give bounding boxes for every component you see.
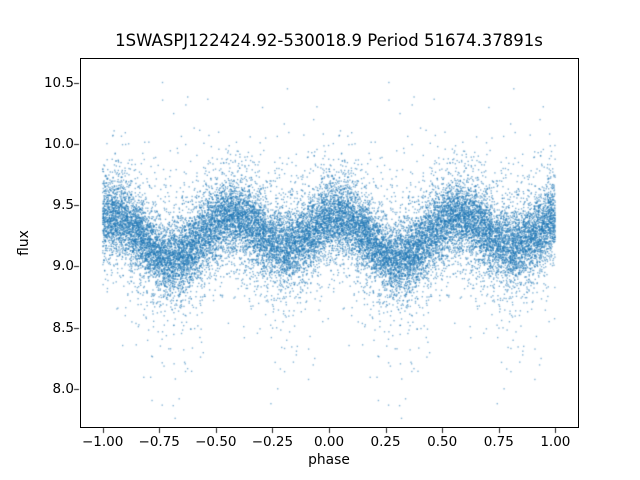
y-tick-label: 10.5 [43, 74, 74, 91]
x-tick-label: 0.50 [427, 434, 458, 450]
y-tick-label: 9.5 [52, 197, 74, 214]
x-tick-label: 0.75 [483, 434, 514, 450]
x-tick-label: −0.25 [251, 434, 294, 450]
x-tick-label: 1.00 [540, 434, 571, 450]
y-axis-label: flux [16, 230, 32, 256]
x-axis-label: phase [308, 452, 350, 468]
x-tick-label: 0.00 [313, 434, 345, 450]
y-tick-label: 8.0 [52, 380, 74, 397]
y-tick-label: 8.5 [52, 319, 74, 336]
y-tick-label: 9.0 [52, 258, 74, 275]
plot-border [80, 58, 579, 428]
x-tick-label: 0.25 [370, 434, 401, 450]
x-tick-label: −0.75 [138, 434, 180, 450]
x-tick-label: −0.50 [195, 434, 237, 450]
chart-title: 1SWASPJ122424.92-530018.9 Period 51674.3… [115, 31, 543, 50]
y-tick-label: 10.0 [43, 135, 74, 152]
x-tick-label: −1.00 [81, 434, 124, 450]
